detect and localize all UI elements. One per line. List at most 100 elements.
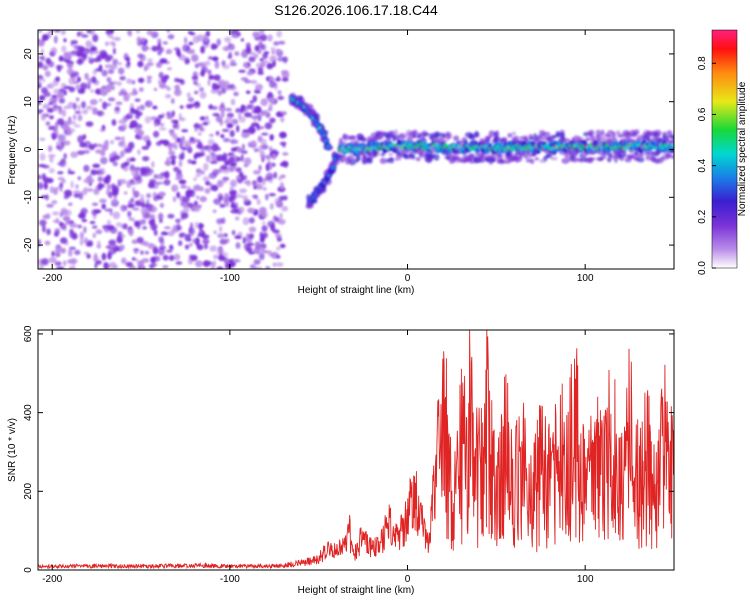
spectrogram-noise-blob	[50, 47, 58, 55]
spectrogram-noise-blob	[38, 30, 42, 33]
spectrogram-noise-blob	[263, 250, 270, 254]
spectrogram-noise-blob	[60, 237, 68, 244]
spectrogram-noise-blob	[101, 252, 107, 261]
spectrogram-noise-blob	[189, 32, 196, 36]
spectrogram-noise-blob	[199, 91, 207, 99]
spectrogram-noise-blob	[253, 53, 259, 59]
spectrogram-noise-blob	[61, 45, 67, 53]
spectrogram-noise-blob	[187, 146, 193, 154]
spectrogram-noise-blob	[196, 143, 204, 150]
spectrogram-noise-blob	[74, 110, 82, 115]
spectrogram-noise-blob	[112, 211, 121, 220]
spectrogram-noise-blob	[188, 243, 193, 247]
spectrogram-noise-blob	[63, 85, 72, 90]
spectrogram-noise-blob	[81, 218, 88, 223]
spectrogram-noise-blob	[51, 132, 58, 139]
spectrogram-noise-blob	[284, 195, 288, 201]
spectrogram-noise-blob	[99, 128, 105, 132]
spectrogram-noise-blob	[119, 76, 126, 81]
spectrogram-halo-blob	[564, 158, 572, 162]
snr-y-tick-label: 400	[23, 404, 34, 421]
spectrogram-halo-blob	[397, 152, 403, 156]
spectrogram-noise-blob	[240, 105, 244, 114]
spectrogram-halo-blob	[342, 133, 347, 139]
spectrogram-noise-blob	[112, 47, 116, 55]
spectrogram-halo-blob	[373, 153, 378, 158]
colorbar-gradient	[711, 29, 738, 269]
spectrogram-noise-blob	[57, 92, 64, 100]
spectrogram-noise-blob	[128, 30, 133, 37]
spectrogram-noise-blob	[224, 120, 229, 124]
spectrogram-noise-blob	[195, 139, 199, 143]
spectrogram-noise-blob	[277, 113, 285, 117]
spectrogram-noise-blob	[166, 249, 173, 253]
spectrogram-noise-blob	[211, 143, 220, 152]
spectrogram-noise-blob	[241, 174, 248, 181]
spectrogram-noise-blob	[232, 258, 241, 263]
spectrogram-noise-blob	[81, 34, 89, 38]
spectrogram-noise-blob	[140, 169, 144, 177]
spectrogram-noise-blob	[201, 66, 208, 74]
spectrogram-noise-blob	[104, 41, 110, 47]
spectrogram-noise-blob	[230, 193, 237, 201]
spectrogram-noise-blob	[197, 132, 202, 136]
spectrogram-noise-blob	[141, 145, 150, 150]
spectrogram-noise-blob	[256, 183, 263, 190]
spectrogram-noise-blob	[46, 203, 54, 208]
spectrogram-noise-blob	[177, 50, 181, 58]
spectrogram-noise-blob	[173, 47, 181, 51]
spectrogram-noise-blob	[119, 178, 127, 185]
spectrogram-noise-blob	[126, 262, 133, 267]
snr-x-ticks: -200 -100 0 100	[42, 330, 594, 585]
spectrogram-noise-blob	[263, 51, 270, 55]
spectrogram-noise-blob	[207, 138, 215, 146]
spectrogram-noise-blob	[48, 256, 57, 264]
spectrogram-noise-blob	[265, 172, 274, 180]
spectrogram-noise-blob	[109, 30, 114, 34]
figure-title: S126.2026.106.17.18.C44	[274, 2, 438, 18]
spectrogram-noise-blob	[259, 30, 265, 35]
spectrogram-noise-blob	[101, 69, 108, 77]
spectrogram-noise-blob	[129, 266, 137, 269]
spectrogram-halo-blob	[310, 199, 318, 204]
spectrogram-noise-blob	[179, 79, 185, 85]
spectrogram-noise-blob	[74, 249, 81, 256]
spectrogram-noise-blob	[215, 130, 220, 136]
spectrogram-noise-blob	[65, 120, 72, 126]
spectrogram-noise-blob	[82, 50, 89, 55]
spectrogram-noise-blob	[173, 253, 181, 261]
spectrogram-noise-blob	[63, 260, 67, 266]
spectrogram-noise-blob	[173, 77, 180, 83]
spectrogram-noise-blob	[225, 107, 232, 112]
spectrogram-noise-blob	[235, 167, 242, 173]
spectrogram-noise-blob	[100, 156, 108, 165]
spectrogram-noise-blob	[178, 240, 183, 247]
spectrogram-noise-blob	[108, 239, 117, 246]
spectrogram-noise-blob	[92, 163, 101, 168]
spectrogram-noise-blob	[99, 198, 107, 204]
spectrogram-noise-blob	[118, 119, 126, 124]
spectrogram-noise-blob	[207, 147, 212, 153]
spectrogram-noise-blob	[195, 260, 203, 268]
spectrogram-noise-blob	[131, 207, 140, 211]
spectrogram-noise-blob	[260, 126, 264, 130]
spectrogram-noise-blob	[142, 226, 148, 230]
spectrogram-noise-blob	[54, 30, 61, 33]
spectrogram-noise-blob	[261, 132, 269, 136]
spectrogram-noise-blob	[220, 165, 228, 170]
spectrogram-noise-blob	[280, 117, 285, 123]
snr-x-tick-label: -200	[42, 574, 62, 585]
spectrogram-noise-blob	[90, 169, 98, 176]
spectrogram-noise-blob	[130, 197, 135, 203]
spectrogram-halo-blob	[348, 135, 356, 141]
spectrogram-noise-blob	[235, 193, 242, 198]
spectrogram-noise-blob	[38, 174, 42, 180]
spectrogram-noise-blob	[57, 171, 64, 175]
spectrogram-noise-blob	[176, 225, 182, 231]
spectrogram-noise-blob	[52, 219, 61, 223]
spectrogram-noise-blob	[71, 233, 78, 240]
spectrogram-noise-blob	[46, 228, 51, 236]
spectrogram-noise-blob	[59, 221, 63, 227]
spectrogram-noise-blob	[63, 216, 69, 220]
spectrogram-noise-blob	[38, 40, 45, 47]
